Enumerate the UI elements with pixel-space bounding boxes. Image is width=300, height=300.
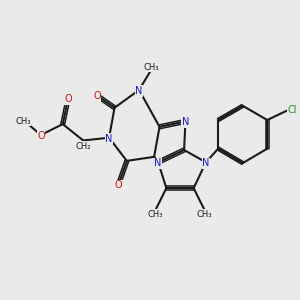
Text: O: O	[115, 180, 122, 190]
Text: O: O	[37, 131, 45, 141]
Text: CH₂: CH₂	[75, 142, 91, 151]
Text: O: O	[64, 94, 72, 104]
Text: O: O	[93, 92, 100, 101]
Text: CH₃: CH₃	[148, 210, 163, 219]
Text: N: N	[154, 158, 162, 168]
Text: CH₃: CH₃	[197, 210, 212, 219]
Text: N: N	[202, 158, 210, 168]
Text: CH₃: CH₃	[15, 116, 31, 125]
Text: N: N	[182, 117, 189, 128]
Text: N: N	[105, 134, 113, 144]
Text: Cl: Cl	[288, 104, 297, 115]
Text: CH₃: CH₃	[144, 63, 159, 72]
Text: N: N	[135, 86, 143, 96]
